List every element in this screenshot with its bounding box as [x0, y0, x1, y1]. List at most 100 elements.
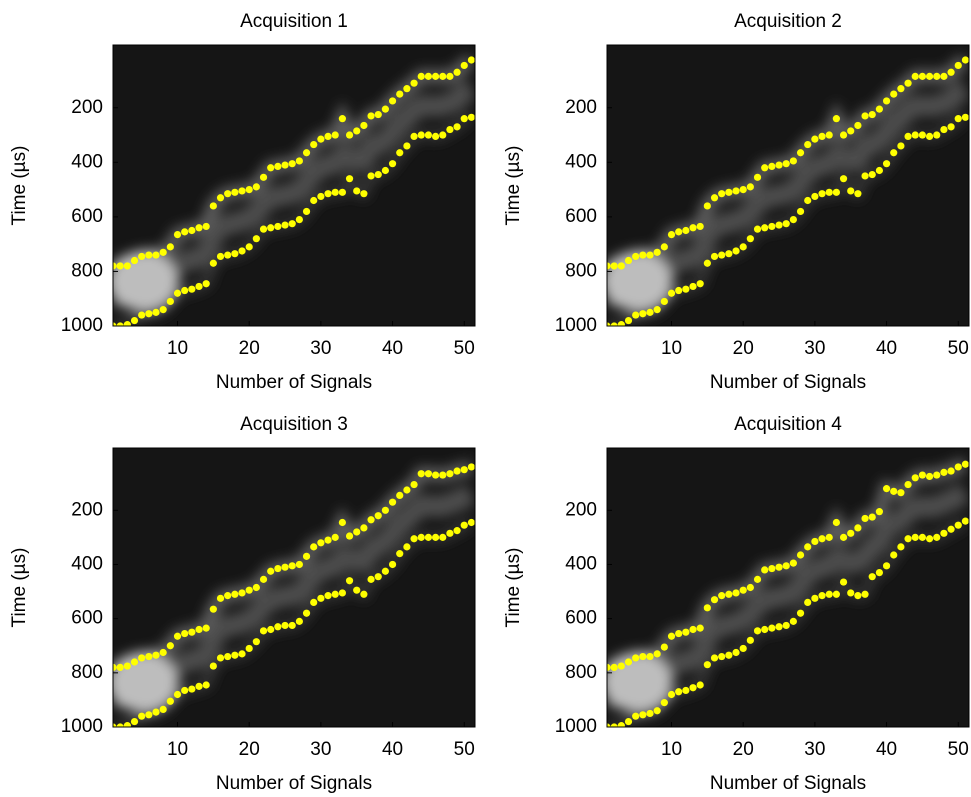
- y-tick-label: 1000: [61, 315, 103, 336]
- y-tick-label: 600: [565, 608, 597, 629]
- data-point: [360, 190, 368, 198]
- data-point: [911, 533, 919, 541]
- data-point: [875, 508, 883, 516]
- data-point: [367, 172, 375, 180]
- data-point: [667, 231, 676, 239]
- data-point: [166, 243, 174, 251]
- data-point: [882, 485, 891, 493]
- x-tick-label: 30: [804, 739, 825, 760]
- data-point: [245, 644, 253, 653]
- data-point: [624, 717, 633, 726]
- data-point: [310, 196, 318, 205]
- data-point: [238, 247, 246, 255]
- data-point: [610, 663, 618, 672]
- data-point: [825, 188, 833, 196]
- data-point: [607, 322, 611, 326]
- y-tick-label: 600: [71, 206, 103, 227]
- y-axis-label: Time (µs): [9, 146, 30, 226]
- data-point: [624, 256, 633, 265]
- data-point: [882, 160, 891, 168]
- data-point: [804, 196, 812, 205]
- y-tick-label: 400: [71, 553, 103, 574]
- data-point: [374, 110, 382, 119]
- data-point: [768, 162, 776, 171]
- data-point: [324, 536, 332, 544]
- data-point: [789, 559, 797, 567]
- data-point: [961, 113, 969, 121]
- data-point: [152, 308, 160, 316]
- y-tick-label: 800: [565, 260, 597, 281]
- data-point: [216, 594, 225, 602]
- data-point: [954, 521, 962, 529]
- data-point: [209, 259, 217, 267]
- data-point: [181, 228, 189, 236]
- data-point: [646, 709, 654, 718]
- data-point: [439, 131, 447, 139]
- data-layer: [607, 56, 969, 326]
- data-point: [274, 222, 282, 231]
- data-point: [224, 251, 232, 259]
- data-point: [710, 252, 719, 261]
- data-point: [424, 533, 433, 541]
- data-point: [274, 162, 282, 171]
- data-point: [188, 226, 196, 235]
- y-axis-label: Time (µs): [503, 548, 524, 628]
- data-point: [424, 131, 433, 139]
- data-point: [123, 321, 131, 326]
- data-point: [811, 135, 819, 143]
- data-point: [639, 652, 647, 661]
- data-point: [854, 121, 862, 130]
- axes-frame: [606, 447, 970, 728]
- data-point: [431, 132, 440, 140]
- data-point: [897, 85, 905, 93]
- data-point: [302, 609, 311, 617]
- data-point: [617, 662, 625, 670]
- data-point: [904, 480, 912, 489]
- data-point: [725, 590, 733, 598]
- data-point: [410, 79, 418, 87]
- data-point: [610, 723, 618, 727]
- data-point: [396, 149, 404, 157]
- data-point: [775, 623, 783, 631]
- x-tick-label: 50: [454, 338, 475, 359]
- data-point: [467, 463, 475, 471]
- data-point: [202, 280, 210, 288]
- data-point: [660, 243, 668, 251]
- data-point: [388, 560, 397, 569]
- data-point: [753, 225, 762, 233]
- x-axis-label: Number of Signals: [216, 773, 372, 794]
- data-point: [904, 535, 912, 543]
- data-point: [113, 322, 117, 326]
- data-point: [396, 491, 404, 500]
- data-point: [868, 110, 876, 119]
- data-point: [259, 173, 268, 181]
- data-point: [782, 160, 790, 168]
- data-point: [173, 632, 182, 640]
- data-point: [675, 228, 683, 236]
- x-axis-label: Number of Signals: [216, 372, 372, 393]
- data-point: [682, 628, 690, 636]
- data-point: [145, 310, 153, 318]
- data-point: [796, 149, 805, 157]
- data-point: [209, 605, 217, 613]
- data-point: [431, 471, 440, 479]
- y-tick-label: 1000: [61, 716, 103, 737]
- data-point: [113, 723, 117, 727]
- data-point: [209, 662, 217, 670]
- subplot: 10 20 30 40 50 200 400 600 800 1000 Acquisition 2 N…: [503, 11, 970, 393]
- data-point: [224, 190, 232, 198]
- data-point: [682, 686, 690, 695]
- data-point: [632, 311, 640, 319]
- data-point: [839, 578, 848, 586]
- data-point: [460, 466, 468, 474]
- data-point: [388, 498, 397, 506]
- data-point: [338, 518, 346, 527]
- data-point: [796, 207, 805, 216]
- data-point: [696, 222, 704, 231]
- data-point: [882, 562, 891, 570]
- data-point: [302, 552, 311, 560]
- data-point: [216, 654, 225, 662]
- data-point: [439, 471, 447, 479]
- data-point: [761, 224, 769, 232]
